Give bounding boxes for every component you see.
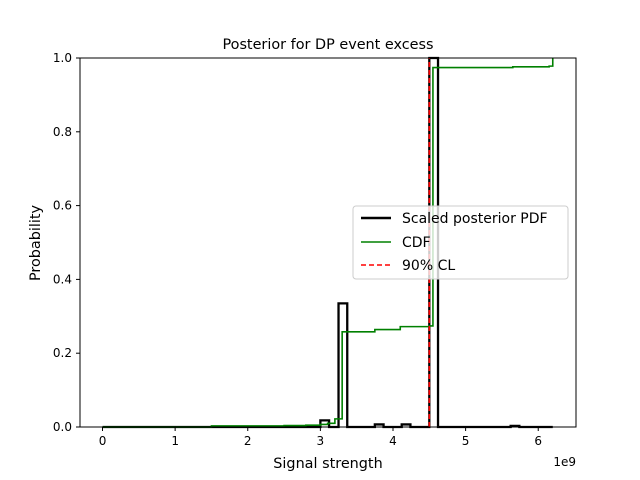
y-tick-label: 0.0 — [53, 420, 72, 434]
y-tick-label: 0.6 — [53, 199, 72, 213]
legend-label-cl: 90% CL — [402, 258, 455, 274]
y-tick-label: 0.2 — [53, 346, 72, 360]
x-tick-label: 0 — [99, 434, 107, 448]
y-tick-label: 0.4 — [53, 272, 72, 286]
x-tick-label: 5 — [462, 434, 470, 448]
y-axis: 0.0 0.2 0.4 0.6 0.8 1.0 — [53, 51, 80, 434]
axes-frame — [79, 57, 577, 428]
x-axis: 0 1 2 3 4 5 6 — [99, 427, 542, 448]
y-tick-label: 0.8 — [53, 125, 72, 139]
legend-label-pdf: Scaled posterior PDF — [402, 211, 548, 227]
series-cdf-line — [102, 58, 554, 428]
x-tick-label: 1 — [171, 434, 179, 448]
x-tick-label: 3 — [317, 434, 325, 448]
x-axis-label: Signal strength — [273, 456, 382, 472]
x-tick-label: 6 — [534, 434, 542, 448]
y-axis-label: Probability — [28, 204, 44, 281]
legend: Scaled posterior PDF CDF 90% CL — [352, 205, 569, 280]
x-tick-label: 4 — [389, 434, 397, 448]
chart-title: Posterior for DP event excess — [222, 37, 433, 53]
legend-frame — [352, 205, 569, 280]
y-tick-label: 1.0 — [53, 51, 72, 65]
x-axis-offset-text: 1e9 — [553, 455, 576, 469]
x-tick-label: 2 — [244, 434, 252, 448]
legend-label-cdf: CDF — [402, 235, 431, 251]
